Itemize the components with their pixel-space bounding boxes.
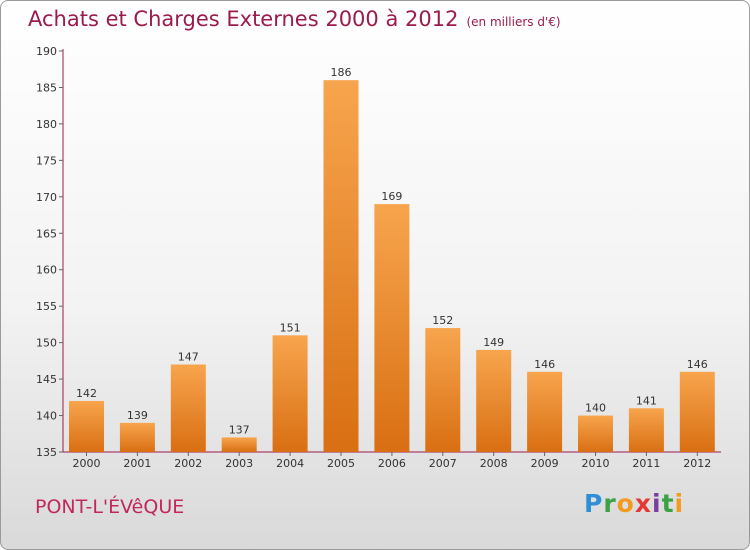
axes: 135 140 145 150 155 160 165 170 175 180 185 190 2000… [36,45,721,470]
bar [69,400,104,452]
y-tick-label: 135 [36,446,57,459]
bar [578,415,613,452]
bar [323,80,359,452]
bar [628,408,664,452]
logo-letter: x [634,489,652,518]
data-label: 137 [229,423,250,436]
y-tick-label: 160 [36,264,57,277]
data-label: 169 [381,190,402,203]
data-label: 140 [585,402,606,415]
bar [221,437,257,452]
y-tick-label: 190 [36,45,57,58]
x-tick-label: 2007 [429,457,457,470]
x-tick-label: 2004 [276,457,304,470]
bar [679,371,715,452]
logo-letter: i [652,489,662,518]
data-label: 152 [432,314,453,327]
x-tick-label: 2000 [73,457,101,470]
data-label: 146 [687,358,708,371]
x-tick-label: 2005 [327,457,355,470]
y-tick-label: 185 [36,81,57,94]
bar [170,364,206,452]
logo-letter: r [603,489,617,518]
x-tick-label: 2002 [174,457,202,470]
x-tick-label: 2012 [683,457,711,470]
data-label: 186 [331,66,352,79]
x-tick-label: 2011 [632,457,660,470]
bar [425,328,461,452]
data-label: 139 [127,409,148,422]
proxiti-logo: Proxiti [584,489,684,518]
city-name: PONT-L'ÉVêQUE [35,496,185,518]
data-label: 151 [280,321,301,334]
y-tick-label: 140 [36,410,57,423]
bar [374,204,410,452]
logo-letter: i [674,489,685,518]
logo-letter: t [661,489,675,518]
y-tick-label: 180 [36,118,57,131]
data-label: 147 [178,351,199,364]
chart-title-text: Achats et Charges Externes 2000 à 2012 [28,7,459,31]
y-tick-label: 145 [36,373,57,386]
logo-letter: P [584,489,604,518]
y-tick-label: 165 [36,227,57,240]
x-tick-label: 2008 [480,457,508,470]
bars [69,80,715,452]
x-tick-label: 2001 [123,457,151,470]
x-tick-label: 2009 [531,457,559,470]
y-tick-label: 150 [36,337,57,350]
bar [119,422,155,452]
data-label: 142 [76,387,97,400]
y-tick-label: 175 [36,154,57,167]
bar [272,335,308,452]
x-tick-label: 2006 [378,457,406,470]
bar [527,371,563,452]
x-tick-label: 2010 [582,457,610,470]
x-tick-label: 2003 [225,457,253,470]
data-label: 141 [636,394,657,407]
logo-letter: o [616,489,635,518]
chart-title: Achats et Charges Externes 2000 à 2012 (e… [28,7,561,31]
y-tick-label: 155 [36,300,57,313]
data-label: 146 [534,358,555,371]
data-labels: 142 139 147 137 151 186 169 152 149 146 140 141 146 [76,66,708,436]
chart-subtitle: (en milliers d'€) [466,15,561,29]
data-label: 149 [483,336,504,349]
bar [476,349,512,452]
y-tick-label: 170 [36,191,57,204]
